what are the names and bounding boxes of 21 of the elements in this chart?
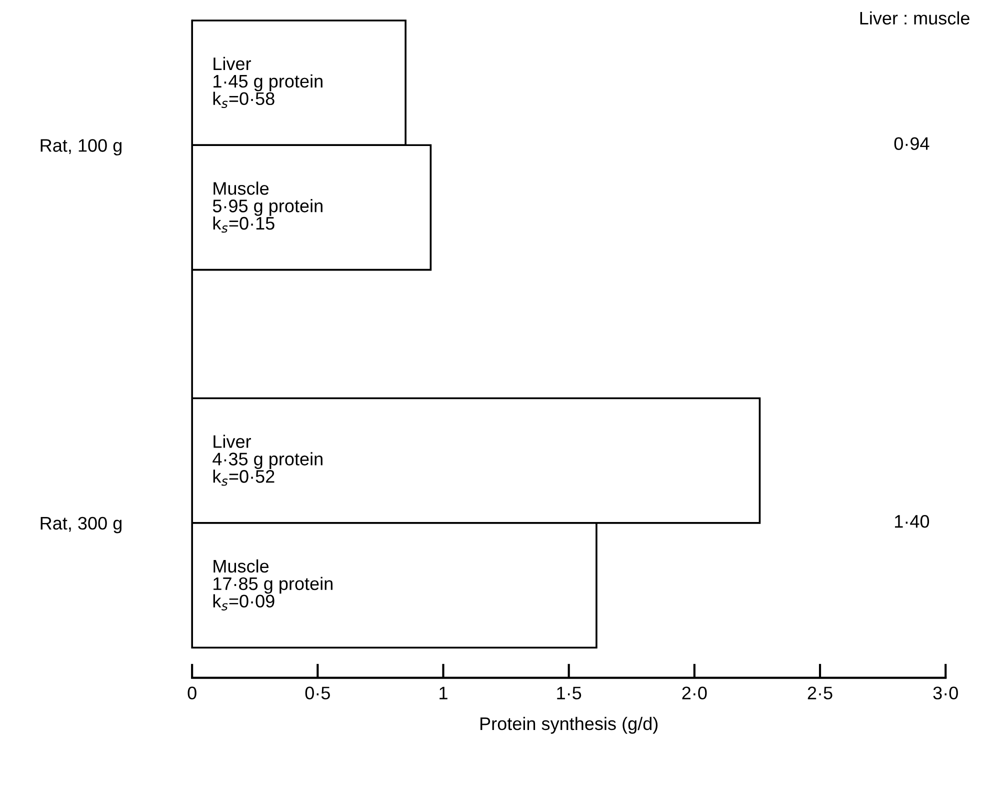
annotation: 17·85 g protein k$_{s}$=0·09 <box>213 576 332 610</box>
annotation: 5·95 g protein k$_{s}$=0·15 <box>212 199 322 233</box>
annotation: 1·45 g protein k$_{s}$=0·58 <box>213 74 322 108</box>
series-label: Liver <box>214 56 252 70</box>
x-tick-label: 0·5 <box>305 686 330 700</box>
series-label: Muscle <box>214 182 269 195</box>
x-tick-label: 2·0 <box>682 686 707 700</box>
text: Muscle <box>214 559 269 573</box>
annotation: 4·35 g protein k$_{s}$=0·52 <box>212 452 322 486</box>
annotation: 0·94 <box>894 137 930 150</box>
x-tick-label: 3·0 <box>933 686 958 700</box>
y-tick-label: Rat, 100 g <box>40 139 122 156</box>
text: Liver <box>214 434 252 448</box>
x-tick-label: 2·5 <box>808 686 832 700</box>
y-tick-label: Rat, 300 g <box>40 516 122 534</box>
x-tick-label: 1 <box>440 686 448 700</box>
x-tick-label: 1·5 <box>557 686 582 700</box>
x-axis-title: Protein synthesis (g/d) <box>480 716 658 734</box>
annotation: 1·40 <box>895 514 930 528</box>
annotation: Liver : muscle <box>860 11 970 25</box>
x-tick-label: 0 <box>188 686 196 700</box>
